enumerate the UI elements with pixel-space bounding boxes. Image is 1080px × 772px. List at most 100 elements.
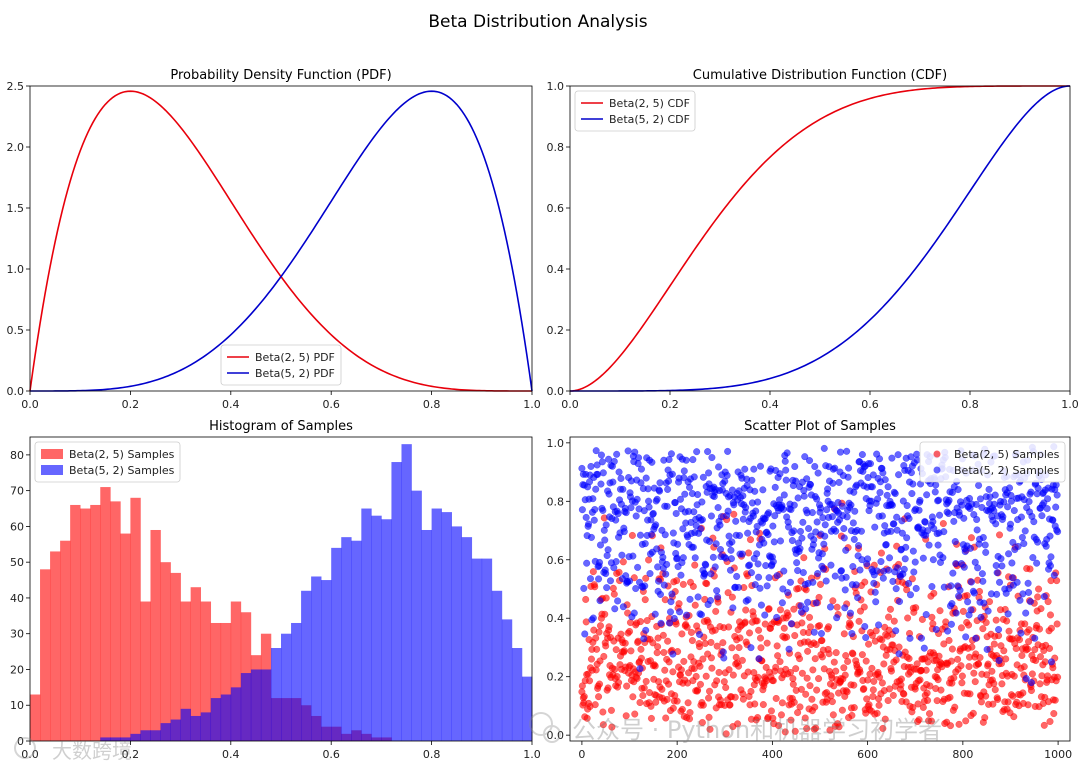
scatter-point (909, 547, 917, 555)
scatter-point (746, 536, 755, 544)
scatter-point (755, 655, 763, 663)
scatter-point (992, 520, 1000, 528)
scatter-point (719, 639, 727, 647)
scatter-point (1025, 638, 1033, 646)
scatter-point (678, 630, 686, 638)
x-tick-label: 1.0 (523, 398, 541, 411)
scatter-point (799, 569, 807, 577)
scatter-point (876, 488, 884, 497)
series-line-1 (30, 90, 533, 392)
y-tick-label: 0.4 (547, 612, 565, 625)
scatter-point (653, 545, 661, 553)
scatter-point (975, 481, 983, 489)
scatter-point (602, 521, 610, 529)
scatter-point (989, 700, 997, 708)
scatter-point (894, 564, 902, 572)
scatter-point (615, 679, 623, 687)
scatter-point (893, 526, 901, 534)
scatter-point (998, 680, 1006, 688)
scatter-point (790, 605, 798, 613)
scatter-point (873, 709, 881, 717)
scatter-point (629, 552, 637, 560)
scatter-point (619, 485, 627, 493)
scatter-point (748, 476, 756, 484)
scatter-point (965, 662, 973, 671)
scatter-point (665, 658, 673, 666)
scatter-point (1010, 672, 1018, 680)
scatter-point (894, 451, 902, 459)
scatter-point (958, 679, 966, 687)
scatter-point (681, 490, 689, 498)
scatter-point (701, 570, 709, 578)
scatter-point (1027, 686, 1035, 695)
scatter-point (612, 646, 620, 654)
scatter-point (890, 520, 898, 528)
scatter-point (651, 662, 659, 670)
x-tick-label: 0.2 (661, 398, 679, 411)
legend-box (574, 90, 696, 132)
scatter-point (1031, 646, 1039, 654)
hist-bar (401, 444, 412, 741)
scatter-point (803, 475, 811, 483)
hist-bar (160, 562, 171, 741)
scatter-point (691, 554, 699, 562)
scatter-point (610, 564, 618, 572)
scatter-point (750, 465, 758, 473)
scatter-point (903, 502, 911, 510)
x-tick-label: 0.6 (322, 748, 340, 761)
scatter-point (715, 463, 723, 471)
scatter-point (582, 595, 590, 604)
scatter-point (698, 718, 706, 727)
scatter-point (673, 577, 681, 585)
scatter-point (656, 479, 664, 487)
scatter-point (993, 569, 1001, 577)
scatter-point (900, 690, 908, 698)
scatter-point (790, 501, 798, 509)
scatter-point (995, 578, 1004, 586)
scatter-point (815, 593, 823, 601)
scatter-point (910, 568, 918, 576)
scatter-point (689, 456, 697, 464)
scatter-point (795, 584, 803, 593)
scatter-point (792, 477, 800, 485)
scatter-point (683, 623, 691, 631)
scatter-point (967, 534, 975, 542)
scatter-point (630, 609, 638, 617)
scatter-point (733, 572, 741, 580)
scatter-point (609, 584, 617, 592)
x-tick-label: 1.0 (1061, 398, 1079, 411)
scatter-point (1041, 658, 1049, 666)
scatter-point (1004, 610, 1012, 618)
scatter-point (599, 708, 607, 716)
wechat-icon-small (543, 725, 561, 743)
scatter-point (765, 509, 773, 517)
scatter-point (707, 570, 715, 578)
scatter-point (1052, 503, 1060, 511)
scatter-point (805, 457, 814, 465)
scatter-point (680, 657, 688, 665)
scatter-point (699, 473, 707, 481)
scatter-point (659, 553, 667, 561)
scatter-point (641, 582, 649, 590)
scatter-point (818, 636, 826, 645)
scatter-point (780, 624, 788, 632)
scatter-point (601, 610, 609, 618)
scatter-point (947, 657, 955, 665)
scatter-point (822, 577, 830, 585)
scatter-point (660, 581, 668, 589)
scatter-point (1021, 620, 1029, 628)
hist-bar (70, 504, 81, 741)
scatter-point (901, 555, 909, 563)
scatter-point (806, 682, 814, 690)
scatter-point (709, 553, 717, 561)
scatter-point (866, 460, 875, 468)
scatter-point (829, 597, 837, 605)
scatter-point (1016, 596, 1024, 604)
pdf-panel: Probability Density Function (PDF) 0.0 0.2… (7, 68, 541, 411)
scatter-point (641, 540, 649, 548)
scatter-point (875, 701, 883, 709)
scatter-point (803, 674, 811, 682)
scatter-point (649, 509, 657, 518)
scatter-point (724, 447, 732, 455)
scatter-point (811, 703, 819, 711)
